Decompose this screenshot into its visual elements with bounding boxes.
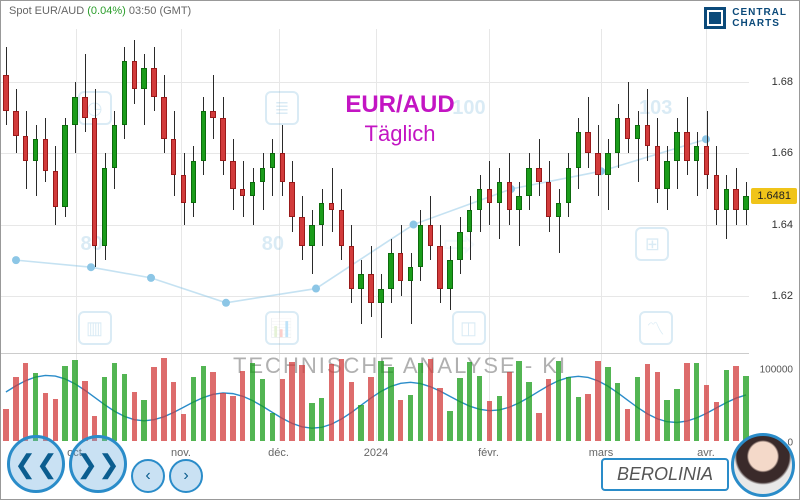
pair-label: Spot EUR/AUD — [9, 5, 84, 17]
nav-back-button[interactable]: ‹ — [131, 459, 165, 493]
nav-next-button[interactable]: ❯❯ — [69, 435, 127, 493]
instrument-header: Spot EUR/AUD (0.04%) 03:50 (GMT) — [9, 5, 191, 17]
assistant-avatar[interactable] — [731, 433, 795, 497]
timestamp: 03:50 (GMT) — [129, 5, 191, 17]
nav-controls: ❮❮ ❯❯ ‹ › — [7, 435, 203, 493]
chart-frame: Spot EUR/AUD (0.04%) 03:50 (GMT) CENTRAL… — [0, 0, 800, 500]
nav-prev-button[interactable]: ❮❮ — [7, 435, 65, 493]
logo-text: CENTRAL CHARTS — [732, 7, 787, 29]
berolinia-badge[interactable]: BEROLINIA — [601, 458, 729, 491]
chart-subtitle: Täglich — [365, 121, 436, 147]
candlestick-pane[interactable] — [1, 29, 749, 349]
chart-title: EUR/AUD — [345, 91, 454, 119]
logo-icon — [704, 7, 726, 29]
y-axis: 1.621.641.661.68 — [749, 29, 799, 499]
brand-logo[interactable]: CENTRAL CHARTS — [704, 7, 787, 29]
volume-pane[interactable] — [1, 353, 749, 441]
nav-fwd-button[interactable]: › — [169, 459, 203, 493]
pct-change: (0.04%) — [87, 5, 126, 17]
current-price-badge: 1.6481 — [751, 188, 797, 204]
